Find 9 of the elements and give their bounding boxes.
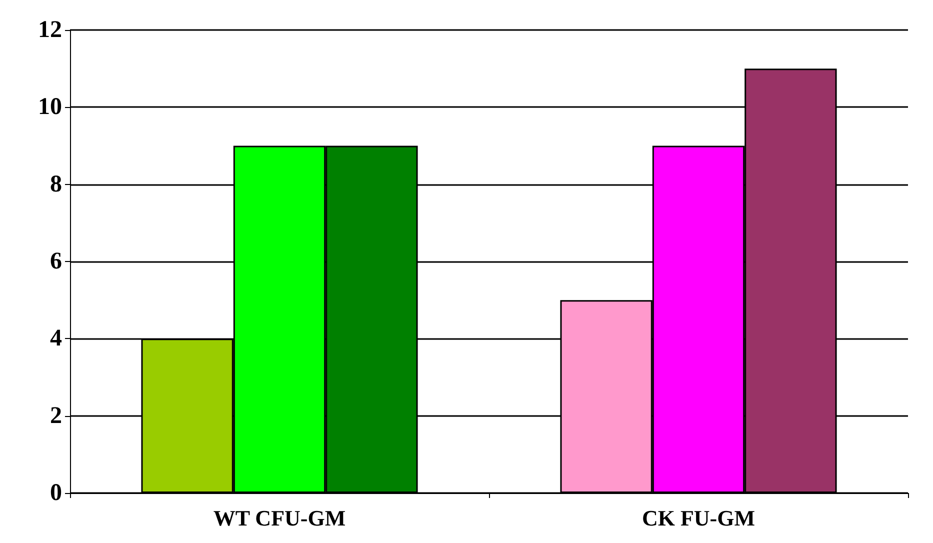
x-tick-label: CK FU-GM [642, 506, 756, 530]
y-tick-label: 12 [38, 17, 62, 43]
x-tick-label: WT CFU-GM [213, 506, 346, 530]
y-tick-label: 10 [38, 94, 62, 120]
y-tick-label: 4 [50, 326, 62, 352]
y-tick-label: 6 [50, 248, 62, 274]
y-tick-label: 2 [50, 402, 62, 429]
y-tick-label: 8 [50, 171, 62, 198]
y-tick-label: 0 [50, 480, 62, 506]
